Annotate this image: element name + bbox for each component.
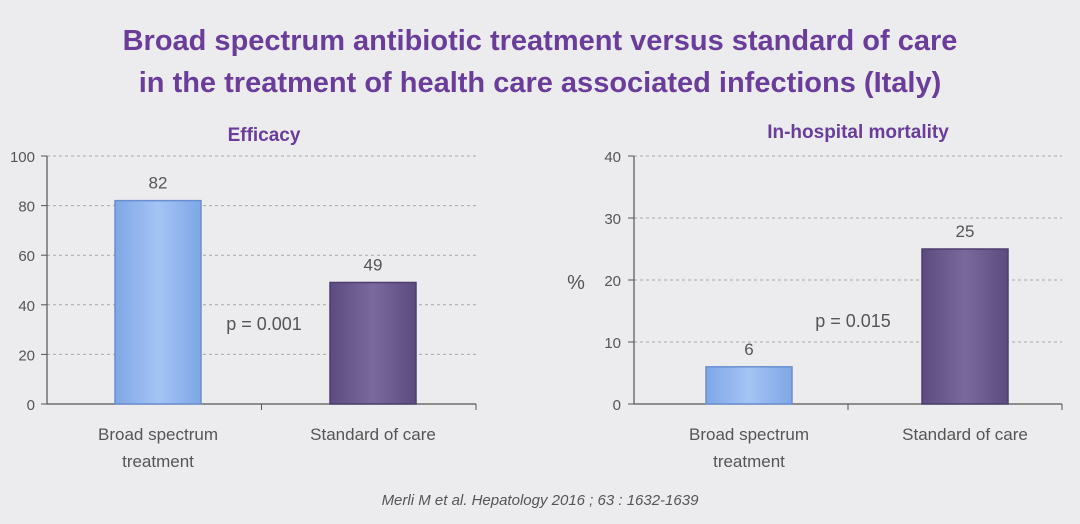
efficacy-chart: Efficacy 0 20 40 60 80 100 82 49 Broad spectrum tr…: [10, 125, 477, 471]
mortality-tick-label: 40: [604, 149, 621, 166]
mortality-category-label: treatment: [713, 452, 785, 471]
efficacy-category-label: treatment: [122, 452, 194, 471]
slide-title: Broad spectrum antibiotic treatment vers…: [0, 20, 1080, 104]
efficacy-category-label: Standard of care: [310, 425, 436, 444]
citation: Merli M et al. Hepatology 2016 ; 63 : 16…: [381, 492, 699, 509]
efficacy-bar-broad-spectrum: [114, 199, 202, 405]
slide-title-line-1: Broad spectrum antibiotic treatment vers…: [122, 25, 958, 57]
efficacy-tick-label: 0: [27, 397, 35, 414]
mortality-chart-title: In-hospital mortality: [767, 122, 949, 143]
efficacy-category-label: Broad spectrum: [98, 425, 218, 444]
efficacy-tick-label: 40: [18, 298, 35, 315]
efficacy-p-value: p = 0.001: [226, 314, 302, 334]
mortality-tick-label: 0: [613, 397, 621, 414]
efficacy-value-label: 49: [364, 255, 383, 274]
mortality-tick-label: 30: [604, 211, 621, 228]
efficacy-bar-standard-of-care: [329, 281, 417, 405]
slide-title-line-2: in the treatment of health care associat…: [138, 67, 942, 99]
mortality-p-value: p = 0.015: [815, 311, 891, 331]
mortality-tick-label: 10: [604, 335, 621, 352]
mortality-tick-label: 20: [604, 273, 621, 290]
efficacy-value-label: 82: [149, 174, 168, 193]
mortality-value-label: 25: [956, 222, 975, 241]
efficacy-tick-label: 60: [18, 248, 35, 265]
efficacy-chart-title: Efficacy: [228, 125, 301, 146]
mortality-category-label: Broad spectrum: [689, 425, 809, 444]
efficacy-tick-label: 80: [18, 199, 35, 216]
mortality-value-label: 6: [744, 340, 753, 359]
mortality-bar-broad-spectrum: [705, 366, 793, 405]
mortality-category-label: Standard of care: [902, 425, 1028, 444]
efficacy-tick-label: 100: [10, 149, 35, 166]
mortality-chart: In-hospital mortality 0 10 20 30 40% 6 25 Broad …: [567, 122, 1063, 471]
mortality-bar-standard-of-care: [921, 248, 1009, 405]
efficacy-tick-label: 20: [18, 347, 35, 364]
mortality-y-axis-label: %: [567, 272, 585, 294]
